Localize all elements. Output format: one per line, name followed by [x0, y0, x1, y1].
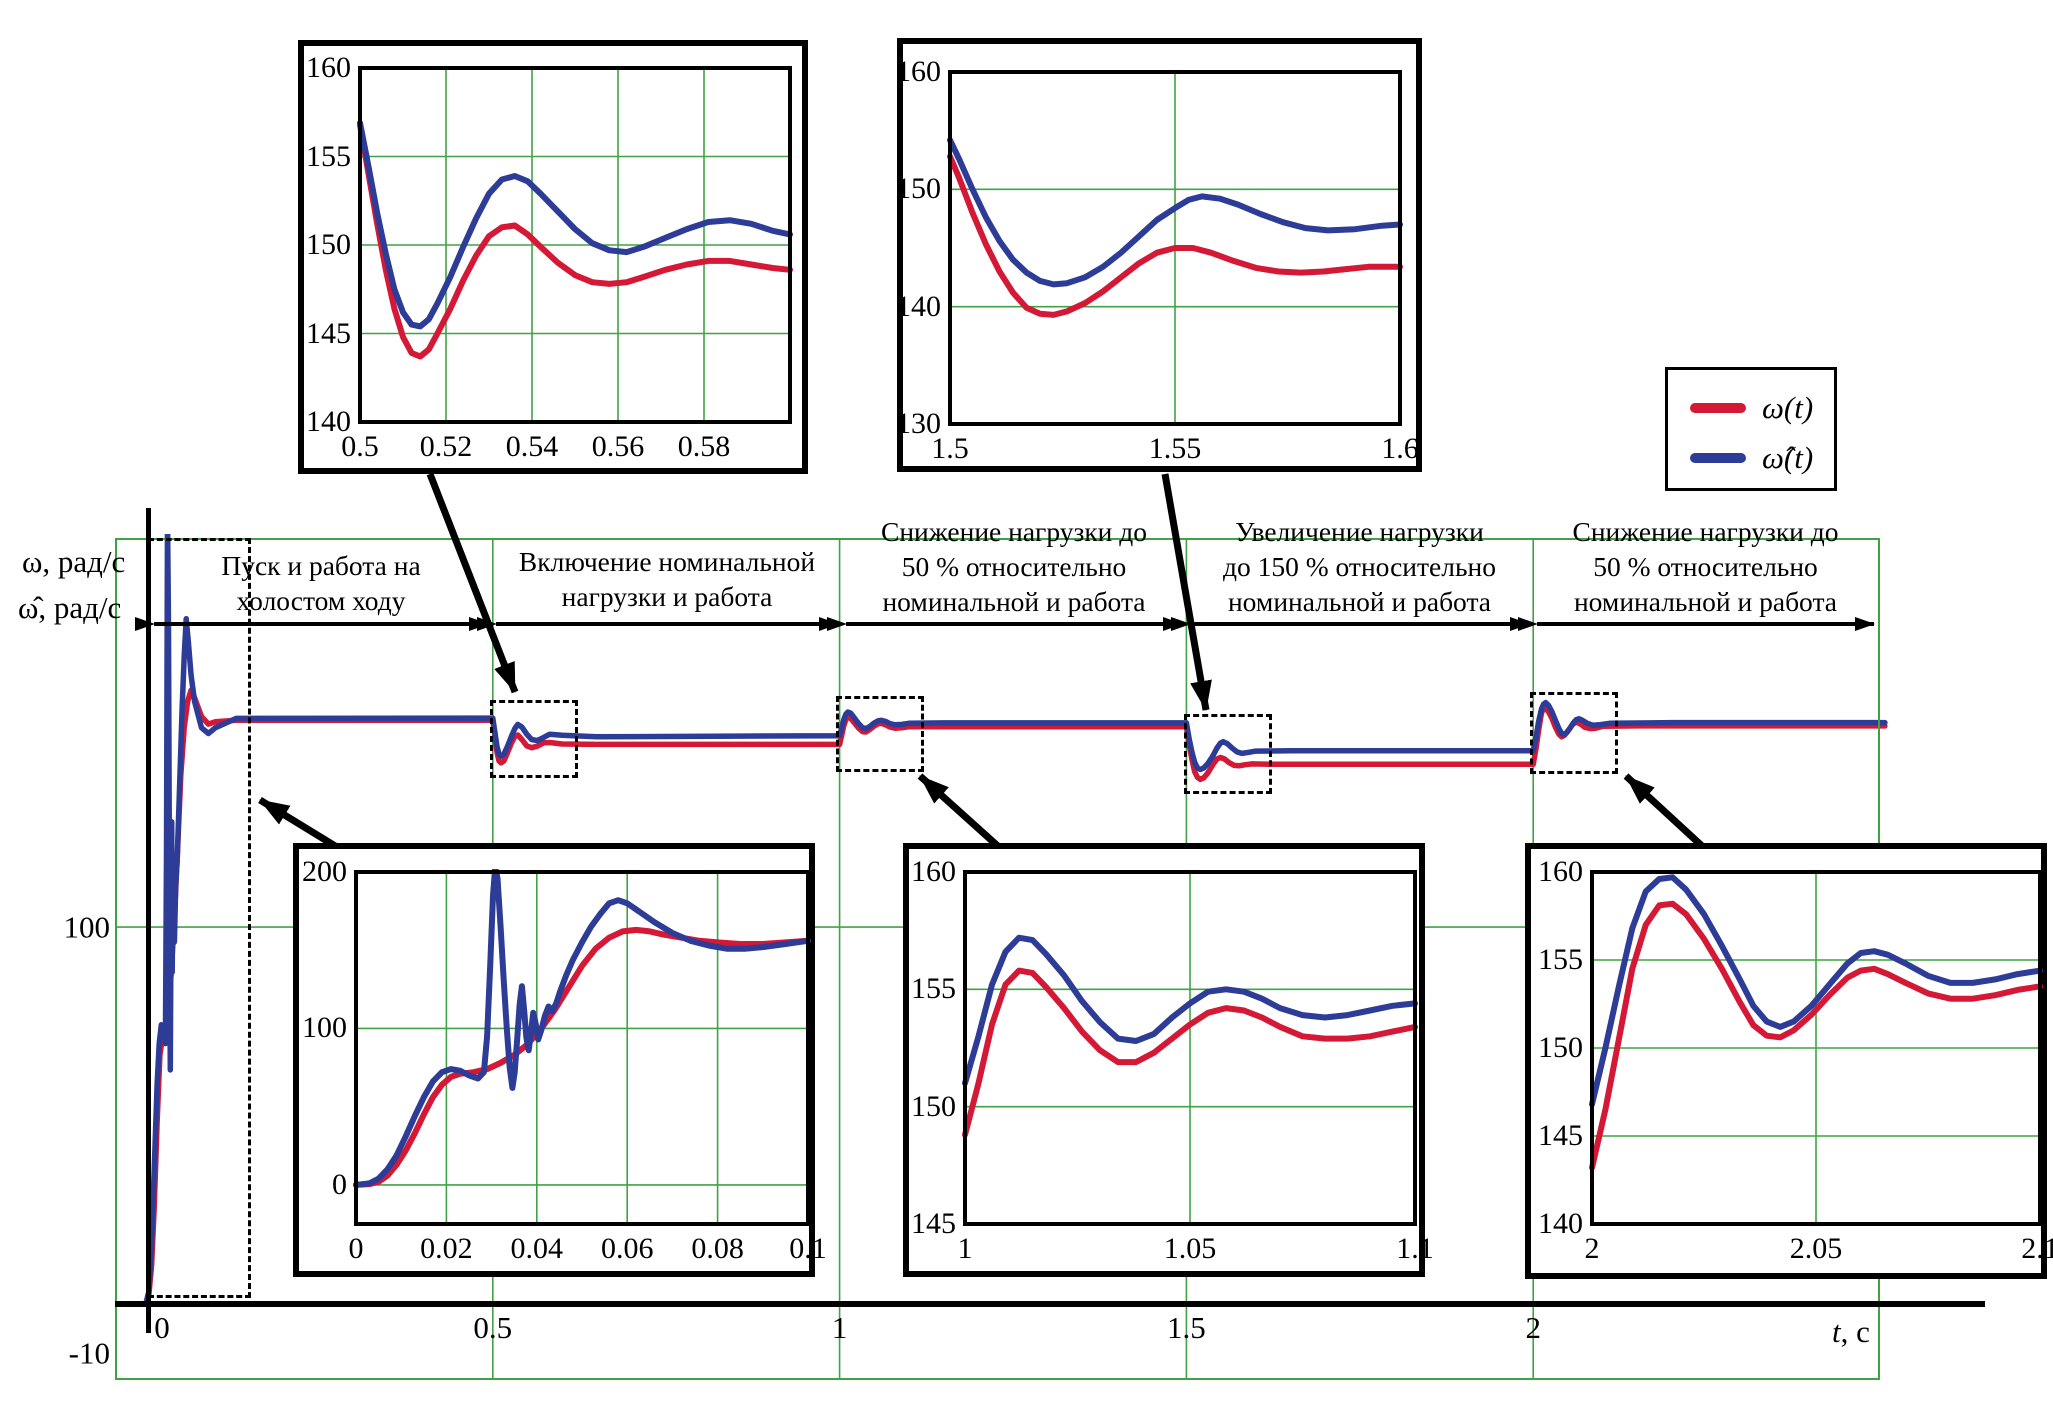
transient-dashed-box-3 — [1184, 714, 1272, 794]
inset_2-xtick: 2 — [1584, 1232, 1600, 1265]
inset_0-ytick: 100 — [302, 1011, 347, 1045]
region-label-load-50: Снижение нагрузки до 50 % относительно н… — [880, 516, 1148, 617]
x-axis-line — [115, 1301, 1985, 1307]
region-label-nominal-load: Включение номинальной нагрузки и работа — [518, 546, 816, 612]
inset_1-ytick: 150 — [911, 1089, 956, 1123]
legend-item-omega-hat: ω̂(t) — [1690, 433, 1834, 483]
legend-label-omega-hat: ω̂(t) — [1762, 440, 1814, 475]
inset-inset-05 — [298, 40, 808, 474]
transient-dashed-box-2 — [836, 696, 924, 772]
legend-swatch-blue — [1690, 453, 1746, 463]
main-xtick: 0 — [154, 1310, 170, 1345]
inset_2-ytick: 145 — [1538, 1119, 1583, 1152]
inset_2-ytick: 160 — [1538, 855, 1583, 888]
transient-dashed-box-0 — [148, 538, 251, 1298]
legend: ω(t) ω̂(t) — [1665, 367, 1837, 491]
x-axis-label-unit: , с — [1840, 1314, 1870, 1349]
inset_15-xtick: 1.6 — [1381, 432, 1419, 465]
inset_0-xtick: 0.1 — [789, 1232, 827, 1265]
inset_15-ytick: 160 — [896, 55, 941, 88]
inset_1-ytick: 145 — [911, 1207, 956, 1240]
inset_15-ytick: 130 — [896, 407, 941, 440]
region-label-load-150: Увеличение нагрузки до 150 % относительн… — [1223, 516, 1496, 617]
legend-item-omega: ω(t) — [1690, 383, 1834, 433]
y-axis-label-omega-hat: ω̂, рад/с — [18, 590, 122, 625]
inset-inset-15 — [897, 38, 1422, 472]
inset_05-xtick: 0.56 — [591, 430, 645, 463]
inset-inset-2 — [1525, 843, 2047, 1279]
inset_15-xtick: 1.55 — [1148, 432, 1202, 465]
inset_1-xtick: 1.05 — [1163, 1232, 1217, 1265]
inset_05-xtick: 0.58 — [677, 430, 731, 463]
inset_0-ytick: 0 — [332, 1167, 347, 1201]
inset_15-xtick: 1.5 — [931, 432, 969, 465]
inset_2-ytick: 155 — [1538, 943, 1583, 976]
inset_1-ytick: 155 — [911, 972, 956, 1006]
inset_05-ytick: 140 — [306, 405, 351, 438]
legend-swatch-red — [1690, 403, 1746, 413]
inset_2-ytick: 150 — [1538, 1031, 1583, 1064]
inset_0-xtick: 0.04 — [510, 1232, 564, 1265]
x-axis-label-var: t — [1832, 1314, 1841, 1349]
inset-inset-1 — [903, 843, 1425, 1277]
inset-inset-0 — [293, 843, 815, 1277]
inset_1-xtick: 1.1 — [1396, 1232, 1434, 1265]
inset_05-xtick: 0.5 — [341, 430, 379, 463]
main-xtick: 1.5 — [1167, 1310, 1206, 1345]
main-ytick: -10 — [68, 1335, 110, 1371]
inset_05-ytick: 145 — [306, 316, 351, 350]
inset_0-xtick: 0 — [348, 1232, 364, 1265]
inset_2-ytick: 140 — [1538, 1207, 1583, 1240]
inset_05-xtick: 0.54 — [505, 430, 559, 463]
inset_1-ytick: 160 — [911, 855, 956, 888]
inset_15-ytick: 140 — [896, 289, 941, 323]
x-axis-label: t, с — [1832, 1316, 1870, 1347]
inset_15-ytick: 150 — [896, 172, 941, 206]
inset_1-xtick: 1 — [957, 1232, 973, 1265]
inset_0-xtick: 0.02 — [420, 1232, 473, 1265]
inset_05-xtick: 0.52 — [419, 430, 473, 463]
transient-dashed-box-4 — [1530, 692, 1618, 774]
inset_05-ytick: 160 — [306, 51, 351, 84]
inset_0-ytick: 200 — [302, 855, 347, 888]
transient-dashed-box-1 — [490, 700, 578, 778]
inset_0-xtick: 0.06 — [600, 1232, 654, 1265]
main-xtick: 2 — [1525, 1310, 1541, 1345]
y-axis-line — [146, 508, 151, 1333]
inset_2-xtick: 2.05 — [1789, 1232, 1843, 1265]
y-axis-label-omega: ω, рад/с — [22, 544, 126, 579]
main-xtick: 1 — [831, 1310, 848, 1345]
main-ytick: 100 — [63, 909, 111, 945]
region-label-start-idle: Пуск и работа на холостом ходу — [221, 550, 421, 616]
inset_0-xtick: 0.08 — [691, 1232, 744, 1265]
inset_2-xtick: 2.1 — [2021, 1232, 2053, 1265]
legend-label-omega: ω(t) — [1762, 390, 1814, 425]
inset_05-ytick: 155 — [306, 139, 351, 173]
inset_05-ytick: 150 — [306, 228, 351, 261]
main-xtick: 0.5 — [473, 1310, 513, 1345]
region-label-load-50-again: Снижение нагрузки до 50 % относительно н… — [1572, 516, 1839, 617]
